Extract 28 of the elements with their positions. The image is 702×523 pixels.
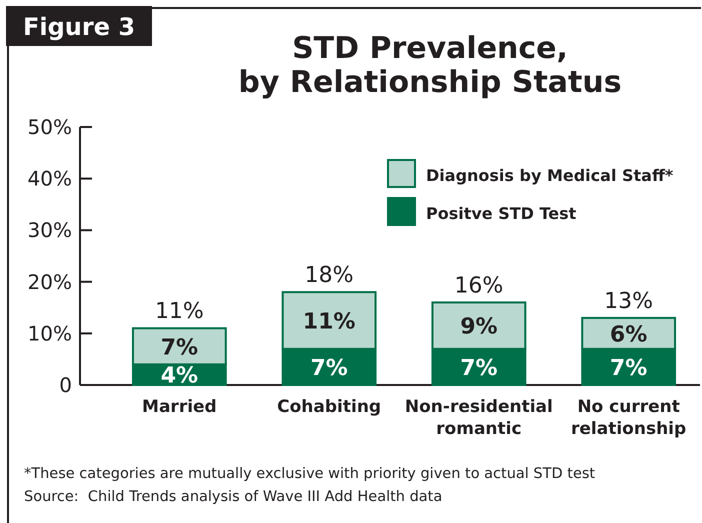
data-label: 9% [460, 314, 498, 340]
y-tick-label: 0 [59, 373, 72, 397]
data-label: 7% [310, 356, 348, 381]
total-label: 13% [604, 288, 654, 314]
data-label: 6% [610, 322, 648, 348]
data-label: 7% [160, 335, 198, 360]
y-tick-label: 40% [28, 166, 72, 191]
chart-title: STD Prevalence, by Relationship Status [238, 31, 622, 100]
caption: Figure 3 [22, 13, 136, 41]
data-label: 7% [610, 356, 648, 381]
total-label: 18% [304, 263, 354, 288]
text: *These categories are mutually exclusive with priority given to actual STD test [24, 466, 596, 482]
y-tick-label: 30% [28, 218, 72, 242]
data-label: 11% [302, 310, 356, 334]
legend-label: Positve STD Test [426, 204, 577, 223]
x-tick-label: Cohabiting [277, 397, 382, 417]
x-tick-label: Non-residential romantic [404, 397, 553, 439]
data-label: 7% [460, 356, 498, 381]
y-tick-label: 50% [28, 115, 72, 139]
data-label: 4% [160, 364, 198, 389]
total-label: 11% [154, 299, 204, 324]
total-label: 16% [454, 273, 504, 298]
legend-label: Diagnosis by Medical Staff* [426, 166, 674, 185]
y-tick-label: 20% [28, 270, 72, 294]
x-tick-label: No current relationship [571, 397, 686, 439]
y-tick-label: 10% [28, 321, 72, 346]
source-note: Source: Child Trends analysis of Wave III Add Health data [24, 489, 442, 505]
x-tick-label: Married [142, 397, 217, 417]
